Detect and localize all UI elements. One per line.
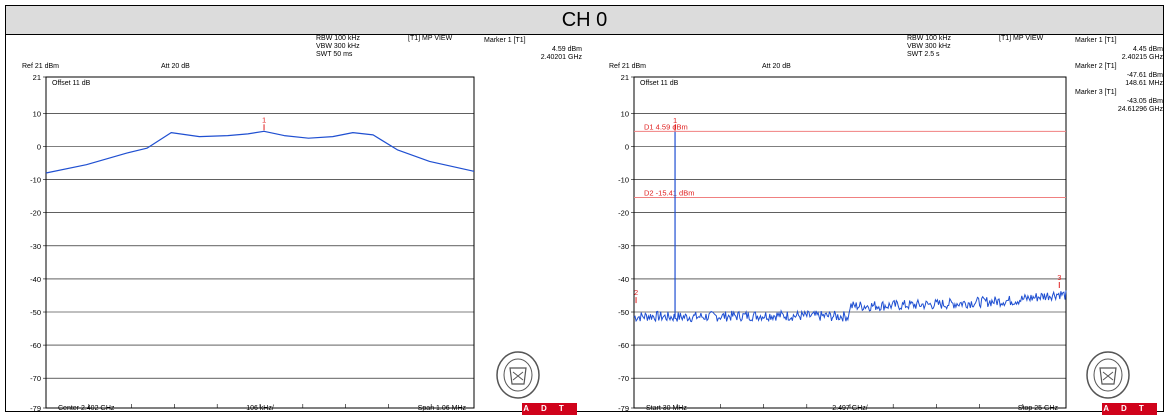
y-tick-label: -60 <box>618 341 629 350</box>
rbw-label: RBW 100 kHz <box>907 35 951 42</box>
plot-border <box>633 76 1067 409</box>
y-tick-label: -79 <box>618 404 629 412</box>
vbw-label: VBW 300 kHz <box>907 43 951 50</box>
y-tick-label: -10 <box>618 176 629 185</box>
marker-label: 3 <box>1057 273 1061 282</box>
display-line-label: D2 -15.41 dBm <box>644 189 694 198</box>
y-tick-label: -20 <box>618 209 629 218</box>
y-tick-label: 10 <box>621 109 629 118</box>
channel-title: CH 0 <box>6 6 1163 35</box>
x-start-label: Center 2.402 GHz <box>58 405 115 412</box>
vbw-label: VBW 300 kHz <box>316 43 360 50</box>
marker-frequency: 2.40201 GHz <box>541 54 583 61</box>
marker-label: 1 <box>673 116 677 125</box>
y-tick-label: -40 <box>618 275 629 284</box>
y-tick-label: 21 <box>621 73 629 82</box>
y-tick-label: -30 <box>618 242 629 251</box>
bureau-veritas-seal-left <box>496 351 540 399</box>
offset-label: Offset 11 dB <box>52 80 91 87</box>
spectrum-panel-left: RBW 100 kHz VBW 300 kHz SWT 50 ms [T1] MP V… <box>6 30 584 412</box>
x-division-label: 106 kHz/ <box>246 405 274 412</box>
x-end-label: Stop 25 GHz <box>1018 405 1059 412</box>
ref-level-label: Ref 21 dBm <box>22 63 59 70</box>
spectrum-panel-right: RBW 100 kHz VBW 300 kHz SWT 2.5 s [T1] MP V… <box>584 30 1163 412</box>
y-tick-label: -50 <box>30 308 41 317</box>
x-division-label: 2.497 GHz/ <box>832 405 867 412</box>
marker-level: -43.05 dBm <box>1127 98 1163 105</box>
y-tick-label: -10 <box>30 176 41 185</box>
bureau-veritas-seal-right <box>1086 351 1130 399</box>
x-end-label: Span 1.06 MHz <box>418 405 467 412</box>
y-tick-label: -70 <box>618 374 629 383</box>
y-tick-label: -79 <box>30 404 41 412</box>
swt-label: SWT 50 ms <box>316 51 353 58</box>
marker-title: Marker 3 [T1] <box>1075 89 1117 96</box>
marker-level: -47.61 dBm <box>1127 72 1163 79</box>
trace-line <box>633 290 1067 323</box>
marker-label: 2 <box>634 288 638 297</box>
display-line-label: D1 4.59 dBm <box>644 122 688 131</box>
offset-label: Offset 11 dB <box>640 80 679 87</box>
y-tick-label: -60 <box>30 341 41 350</box>
ref-level-label: Ref 21 dBm <box>609 63 646 70</box>
marker-title: Marker 1 [T1] <box>484 37 526 44</box>
marker-frequency: 2.40215 GHz <box>1122 54 1163 61</box>
marker-title: Marker 1 [T1] <box>1075 37 1117 44</box>
y-tick-label: 0 <box>37 143 41 152</box>
y-tick-label: -70 <box>30 374 41 383</box>
y-tick-label: -20 <box>30 209 41 218</box>
y-tick-label: -30 <box>30 242 41 251</box>
marker-frequency: 148.61 MHz <box>1125 80 1163 87</box>
adt-logo-left: ADT <box>522 403 577 415</box>
y-tick-label: 21 <box>33 73 41 82</box>
y-tick-label: -50 <box>618 308 629 317</box>
marker-level: 4.59 dBm <box>552 46 582 53</box>
marker-frequency: 24.61296 GHz <box>1118 106 1163 113</box>
view-label: [T1] MP VIEW <box>999 35 1044 42</box>
marker-level: 4.45 dBm <box>1133 46 1163 53</box>
adt-logo-right: ADT <box>1102 403 1157 415</box>
window-frame: CH 0 <box>5 5 1164 412</box>
marker-label: 1 <box>262 115 266 124</box>
attenuation-label: Att 20 dB <box>161 63 190 70</box>
trace-line <box>45 130 475 174</box>
y-tick-label: -40 <box>30 275 41 284</box>
marker-title: Marker 2 [T1] <box>1075 63 1117 70</box>
rbw-label: RBW 100 kHz <box>316 35 360 42</box>
swt-label: SWT 2.5 s <box>907 51 940 58</box>
y-tick-label: 0 <box>625 143 629 152</box>
y-tick-label: 10 <box>33 109 41 118</box>
x-start-label: Start 30 MHz <box>646 405 687 412</box>
plot-border <box>45 76 475 409</box>
view-label: [T1] MP VIEW <box>408 35 453 42</box>
attenuation-label: Att 20 dB <box>762 63 791 70</box>
